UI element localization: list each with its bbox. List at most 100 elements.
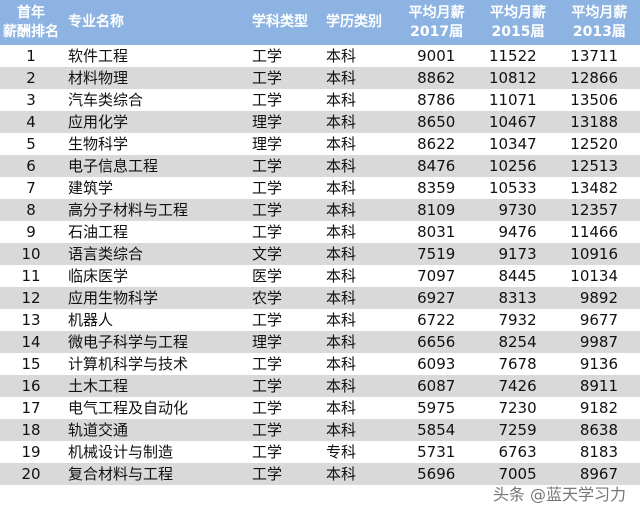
table-cell: 本科 bbox=[326, 179, 357, 197]
table-cell: 12513 bbox=[558, 155, 640, 177]
table-row: 11 临床医学 医学 本科 7097 8445 10134 bbox=[0, 265, 640, 287]
table-row: 12 应用生物科学 农学 本科 6927 8313 9892 bbox=[0, 287, 640, 309]
table-cell: 12 bbox=[0, 287, 62, 309]
table-cell: 8622 bbox=[417, 135, 456, 153]
table-cell: 应用化学 bbox=[62, 111, 246, 133]
table-cell: 工学 bbox=[252, 179, 283, 197]
table-cell: 1 bbox=[26, 47, 36, 65]
table-cell: 本科 bbox=[320, 463, 396, 485]
table-cell: 10916 bbox=[558, 243, 640, 265]
table-cell: 本科 bbox=[320, 287, 396, 309]
table-cell: 8911 bbox=[558, 375, 640, 397]
table-row: 8 高分子材料与工程 工学 本科 8109 9730 12357 bbox=[0, 199, 640, 221]
table-cell: 本科 bbox=[326, 223, 357, 241]
table-row: 17 电气工程及自动化 工学 本科 5975 7230 9182 bbox=[0, 397, 640, 419]
table-cell: 工学 bbox=[252, 47, 283, 65]
table-cell: 7932 bbox=[498, 311, 537, 329]
salary-table: 首年 薪酬排名 专业名称 学科类型 学历类别 平均月薪 2017届 平均月薪 2015届 平均月薪… bbox=[0, 0, 640, 485]
table-cell: 本科 bbox=[326, 91, 357, 109]
table-cell: 工学 bbox=[252, 443, 283, 461]
table-cell: 电气工程及自动化 bbox=[68, 399, 189, 417]
table-cell: 工学 bbox=[246, 199, 320, 221]
table-cell: 本科 bbox=[326, 47, 357, 65]
table-cell: 9136 bbox=[579, 355, 618, 373]
table-cell: 10134 bbox=[570, 267, 618, 285]
table-cell: 电子信息工程 bbox=[62, 155, 246, 177]
table-cell: 11 bbox=[21, 267, 41, 285]
table-cell: 工学 bbox=[252, 91, 283, 109]
column-header: 平均月薪 2017届 bbox=[396, 0, 478, 45]
column-header: 平均月薪 2013届 bbox=[558, 0, 640, 45]
table-cell: 本科 bbox=[320, 375, 396, 397]
table-cell: 19 bbox=[21, 443, 41, 461]
table-cell: 13711 bbox=[570, 47, 618, 65]
table-cell: 8313 bbox=[477, 287, 559, 309]
table-row: 6 电子信息工程 工学 本科 8476 10256 12513 bbox=[0, 155, 640, 177]
table-row: 7 建筑学 工学 本科 8359 10533 13482 bbox=[0, 177, 640, 199]
table-cell: 机器人 bbox=[68, 311, 114, 329]
table-cell: 11071 bbox=[488, 91, 537, 109]
table-cell: 8 bbox=[0, 199, 62, 221]
table-cell: 15 bbox=[21, 355, 41, 373]
column-header: 专业名称 bbox=[62, 0, 246, 45]
table-cell: 7426 bbox=[477, 375, 559, 397]
table-cell: 16 bbox=[0, 375, 62, 397]
table-cell: 本科 bbox=[320, 111, 396, 133]
table-cell: 本科 bbox=[326, 311, 357, 329]
table-cell: 本科 bbox=[326, 355, 357, 373]
table-cell: 3 bbox=[26, 91, 36, 109]
table-cell: 9730 bbox=[477, 199, 559, 221]
table-cell: 13482 bbox=[570, 179, 618, 197]
table-cell: 18 bbox=[0, 419, 62, 441]
table-cell: 理学 bbox=[246, 111, 320, 133]
table-cell: 9173 bbox=[477, 243, 559, 265]
table-cell: 8359 bbox=[417, 179, 456, 197]
table-cell: 5696 bbox=[396, 463, 478, 485]
table-cell: 8254 bbox=[477, 331, 559, 353]
table-row: 15 计算机科学与技术 工学 本科 6093 7678 9136 bbox=[0, 353, 640, 375]
table-cell: 机械设计与制造 bbox=[68, 443, 174, 461]
table-cell: 8967 bbox=[558, 463, 640, 485]
table-cell: 软件工程 bbox=[68, 47, 129, 65]
table-cell: 高分子材料与工程 bbox=[62, 199, 246, 221]
table-cell: 13 bbox=[21, 311, 41, 329]
table-cell: 石油工程 bbox=[68, 223, 129, 241]
table-cell: 6093 bbox=[417, 355, 456, 373]
table-row: 13 机器人 工学 本科 6722 7932 9677 bbox=[0, 309, 640, 331]
table-row: 5 生物科学 理学 本科 8622 10347 12520 bbox=[0, 133, 640, 155]
table-cell: 11466 bbox=[570, 223, 618, 241]
table-cell: 9182 bbox=[579, 399, 618, 417]
table-cell: 8476 bbox=[396, 155, 478, 177]
table-row: 14 微电子科学与工程 理学 本科 6656 8254 9987 bbox=[0, 331, 640, 353]
table-cell: 工学 bbox=[252, 223, 283, 241]
table-cell: 本科 bbox=[320, 155, 396, 177]
table-cell: 12520 bbox=[570, 135, 618, 153]
column-header: 学历类别 bbox=[320, 0, 396, 45]
table-row: 18 轨道交通 工学 本科 5854 7259 8638 bbox=[0, 419, 640, 441]
table-row: 2 材料物理 工学 本科 8862 10812 12866 bbox=[0, 67, 640, 89]
table-cell: 8445 bbox=[498, 267, 537, 285]
table-cell: 13188 bbox=[558, 111, 640, 133]
table-cell: 工学 bbox=[252, 399, 283, 417]
table-cell: 10 bbox=[0, 243, 62, 265]
table-cell: 农学 bbox=[246, 287, 320, 309]
column-header: 学科类型 bbox=[246, 0, 320, 45]
table-cell: 10812 bbox=[477, 67, 559, 89]
table-cell: 医学 bbox=[252, 267, 283, 285]
table-cell: 应用生物科学 bbox=[62, 287, 246, 309]
table-cell: 土木工程 bbox=[62, 375, 246, 397]
table-cell: 9892 bbox=[558, 287, 640, 309]
table-cell: 理学 bbox=[252, 135, 283, 153]
table-cell: 20 bbox=[0, 463, 62, 485]
table-cell: 10347 bbox=[488, 135, 537, 153]
table-cell: 10533 bbox=[488, 179, 537, 197]
table-cell: 9677 bbox=[579, 311, 618, 329]
table-cell: 建筑学 bbox=[68, 179, 114, 197]
table-cell: 计算机科学与技术 bbox=[68, 355, 189, 373]
table-cell: 4 bbox=[0, 111, 62, 133]
table-cell: 8638 bbox=[558, 419, 640, 441]
table-cell: 8650 bbox=[396, 111, 478, 133]
table-cell: 工学 bbox=[246, 155, 320, 177]
table-row: 10 语言类综合 文学 本科 7519 9173 10916 bbox=[0, 243, 640, 265]
table-cell: 材料物理 bbox=[62, 67, 246, 89]
